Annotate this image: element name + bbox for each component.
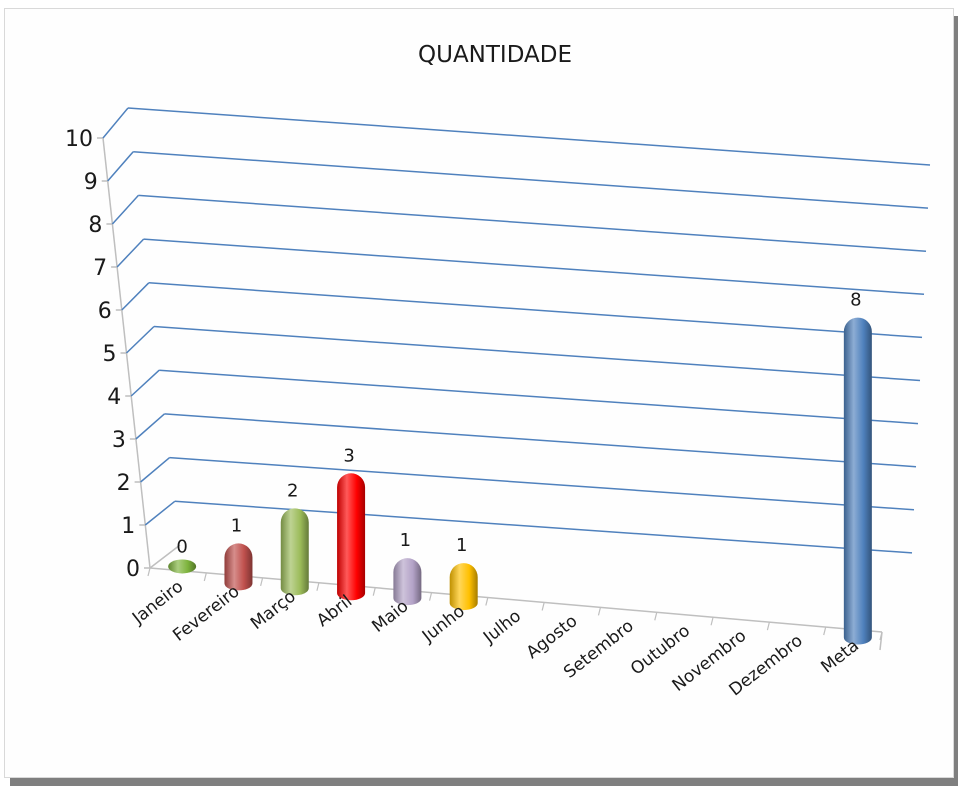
y-tick-label: 10 bbox=[65, 127, 93, 152]
x-tick-mark bbox=[710, 617, 714, 626]
gridline bbox=[164, 413, 917, 468]
bar bbox=[337, 473, 366, 601]
x-tick-mark bbox=[485, 597, 489, 606]
x-tick-mark bbox=[541, 602, 545, 611]
x-tick-label: Agosto bbox=[523, 611, 582, 663]
data-label: 2 bbox=[287, 480, 298, 501]
x-tick-mark bbox=[203, 572, 207, 582]
bar bbox=[393, 558, 422, 606]
gridline-side bbox=[144, 500, 176, 526]
y-tick-label: 5 bbox=[103, 342, 117, 367]
data-label: 3 bbox=[343, 445, 354, 466]
x-tick-label: Julho bbox=[479, 606, 525, 648]
data-label: 1 bbox=[231, 515, 242, 536]
gridline-side bbox=[125, 325, 155, 354]
x-tick-mark bbox=[766, 622, 770, 631]
x-tick-mark bbox=[597, 607, 602, 616]
x-tick-mark bbox=[823, 626, 827, 636]
y-tick-label: 9 bbox=[84, 170, 98, 195]
bar bbox=[449, 563, 478, 611]
gridline-side bbox=[107, 151, 134, 182]
gridline-side bbox=[130, 369, 160, 397]
x-tick-label: Março bbox=[247, 586, 300, 633]
data-label: 0 bbox=[176, 536, 187, 557]
x-tick-mark bbox=[147, 567, 151, 577]
gridline bbox=[153, 325, 921, 382]
y-tick-label: 1 bbox=[121, 514, 135, 539]
data-label: 1 bbox=[400, 530, 411, 551]
x-tick-mark bbox=[879, 631, 883, 641]
y-tick-label: 7 bbox=[93, 256, 107, 281]
y-tick-label: 6 bbox=[98, 299, 112, 324]
x-tick-mark bbox=[316, 582, 320, 591]
bar bbox=[280, 508, 309, 596]
gridline-side bbox=[102, 107, 129, 139]
data-label: 8 bbox=[850, 290, 861, 311]
gridline bbox=[133, 150, 929, 209]
bar bbox=[224, 543, 253, 591]
gridline bbox=[169, 456, 915, 511]
y-tick-label: 3 bbox=[112, 428, 126, 453]
gridline bbox=[159, 369, 919, 425]
bar bbox=[843, 317, 872, 645]
gridline-side bbox=[121, 282, 150, 311]
x-tick-mark bbox=[654, 612, 658, 621]
x-tick-mark bbox=[428, 592, 433, 601]
gridline-side bbox=[135, 413, 165, 440]
x-tick-mark bbox=[372, 587, 376, 596]
y-tick-label: 2 bbox=[117, 471, 131, 496]
gridline-side bbox=[140, 457, 171, 483]
chart-title: QUANTIDADE bbox=[418, 42, 572, 68]
y-tick-label: 8 bbox=[88, 213, 102, 238]
gridline-side bbox=[116, 238, 145, 268]
data-label: 1 bbox=[456, 535, 467, 556]
x-tick-label: Junho bbox=[418, 601, 469, 647]
bar bbox=[168, 559, 197, 574]
gridline-side bbox=[111, 194, 139, 225]
x-tick-label: Janeiro bbox=[128, 577, 187, 629]
floor-side-edge bbox=[149, 544, 181, 569]
x-axis-line bbox=[149, 567, 883, 633]
gridline bbox=[143, 238, 925, 296]
y-tick-label: 4 bbox=[107, 385, 121, 410]
gridline bbox=[148, 282, 923, 339]
x-tick-mark bbox=[260, 577, 264, 586]
y-tick-label: 0 bbox=[126, 557, 140, 582]
gridline bbox=[138, 194, 927, 252]
gridline bbox=[127, 107, 931, 166]
